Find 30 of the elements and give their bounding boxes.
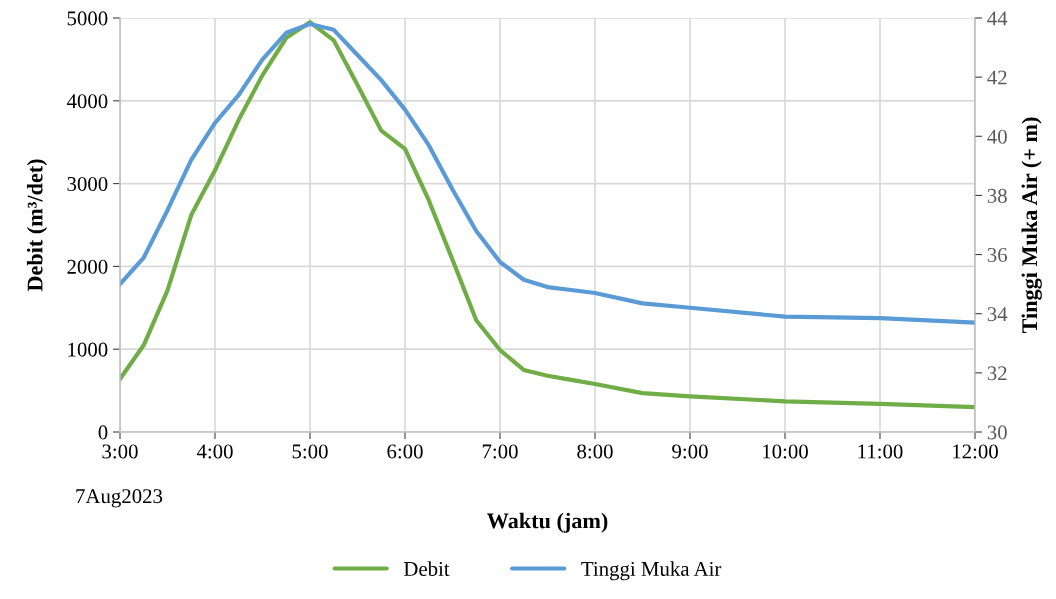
- legend-label: Tinggi Muka Air: [581, 561, 722, 581]
- x-tick-label: 4:00: [196, 444, 233, 459]
- y2-tick-label: 32: [987, 366, 1007, 381]
- y2-tick-label: 38: [987, 188, 1007, 203]
- y-tick-label: 3000: [67, 176, 108, 192]
- y2-tick-label: 44: [987, 11, 1008, 26]
- x-axis-title: Waktu (jam): [487, 512, 608, 533]
- y2-tick-label: 36: [987, 248, 1008, 262]
- y-tick-label: 2000: [67, 259, 108, 274]
- y2-tick-label: 34: [987, 307, 1008, 322]
- y2-tick-label: 42: [987, 70, 1007, 85]
- x-tick-label: 10:00: [763, 444, 808, 459]
- x-tick-label: 3:00: [102, 444, 138, 459]
- y-tick-label: 5000: [67, 11, 108, 26]
- x-tick-label: 12:00: [953, 444, 998, 459]
- x-tick-label: 8:00: [577, 444, 613, 459]
- x-tick-label: 5:00: [292, 444, 328, 459]
- y2-axis-title: Tinggi Muka Air (+ m): [1021, 117, 1042, 334]
- y-tick-label: 0: [98, 425, 108, 440]
- y-tick-label: 4000: [66, 94, 108, 109]
- y2-tick-label: 40: [987, 129, 1007, 144]
- y-axis-title: Debit (m³/det): [26, 159, 48, 292]
- y-tick-label: 1000: [68, 342, 108, 357]
- x-tick-label: 11:00: [858, 444, 903, 459]
- y2-tick-label: 30: [987, 425, 1007, 440]
- legend-label: Debit: [403, 561, 450, 576]
- x-tick-label: 9:00: [672, 444, 708, 459]
- x-tick-label: 6:00: [387, 444, 423, 459]
- x-tick-label: 7:00: [482, 444, 518, 459]
- text: 7Aug2023: [76, 489, 163, 508]
